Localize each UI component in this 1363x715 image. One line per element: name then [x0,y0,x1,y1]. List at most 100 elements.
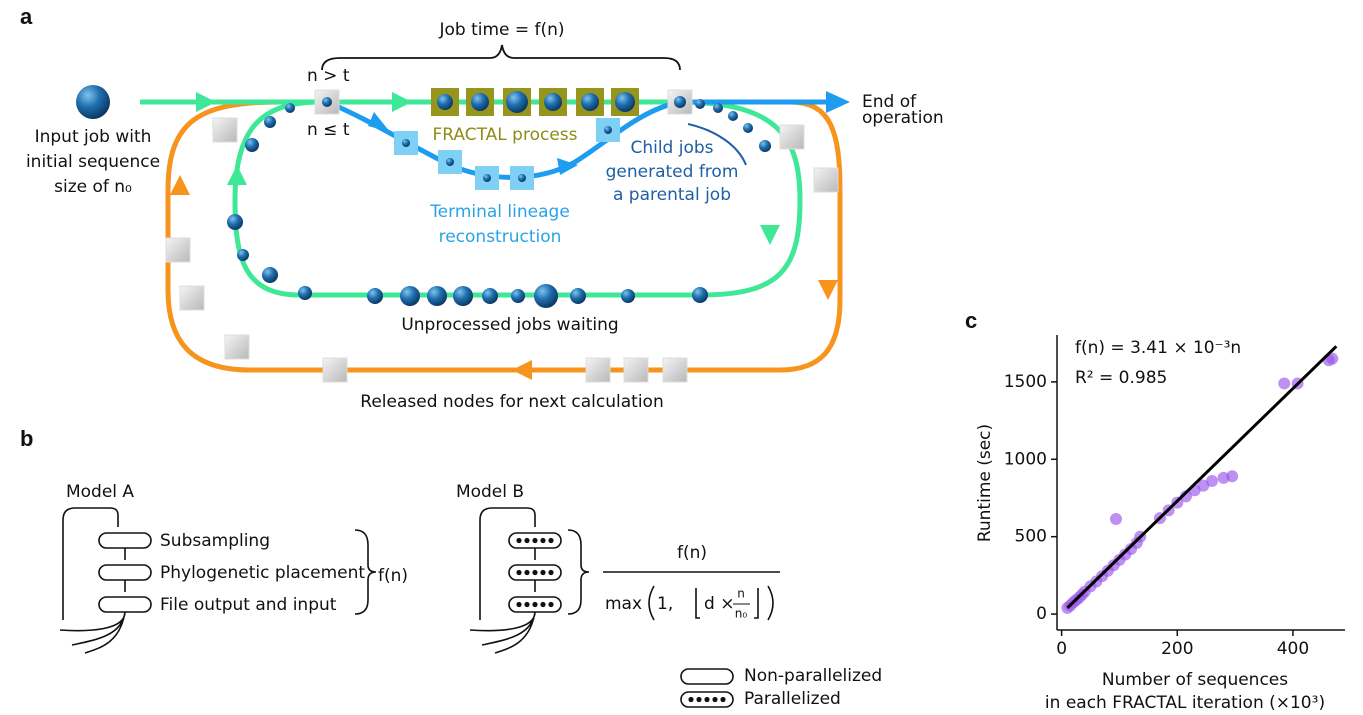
y-tick-label: 500 [1015,527,1047,547]
step-box [99,565,151,580]
job-sphere [76,85,110,119]
dot [548,538,553,543]
dot [548,602,553,607]
dot [524,602,529,607]
label: Input job with [35,127,152,147]
label: b [20,426,33,451]
label: n ≤ t [307,120,350,140]
label: Model A [66,482,134,502]
arrowhead [227,165,247,185]
x-tick-label: 200 [1161,639,1193,659]
label: Released nodes for next calculation [360,392,663,412]
x-axis-label: Number of sequences [1102,670,1288,690]
label: n [737,587,745,601]
job-sphere [604,126,612,134]
job-sphere [264,116,276,128]
arrowhead [760,225,780,245]
point [1206,475,1218,487]
job-sphere [534,284,558,308]
label: a [20,4,33,29]
dot [688,697,693,702]
job-sphere [483,174,491,182]
dot [532,602,537,607]
job-sphere [506,91,528,113]
label: operation [862,108,944,128]
dot [516,570,521,575]
step-box [99,597,151,612]
node-square [663,358,687,382]
job-sphere [227,214,243,230]
dot [524,570,529,575]
return-arrows [60,612,125,653]
figure: a Job time = f(n) n > t n ≤ t Input job with… [0,0,1363,715]
dot [712,697,717,702]
job-sphere [759,140,771,152]
label: File output and input [160,595,337,615]
job-sphere [237,249,249,261]
job-sphere [262,267,278,283]
dot [540,570,545,575]
node-square [814,168,838,192]
y-tick-label: 1500 [1004,372,1047,392]
label: f(n) [378,566,408,586]
step-box [99,533,151,548]
x-tick-label: 400 [1277,639,1309,659]
job-sphere [402,139,410,147]
label: Job time = f(n) [438,20,564,40]
node-square [780,125,804,149]
point [1110,513,1122,525]
job-sphere [511,289,525,303]
label: reconstruction [439,227,562,247]
dot [516,602,521,607]
label: c [965,308,977,333]
dot [720,697,725,702]
dot [696,697,701,702]
dot [704,697,709,702]
arrowhead [818,280,838,300]
job-sphere [446,158,454,166]
label: Terminal lineage [429,202,570,222]
dot [524,538,529,543]
step-box [681,669,733,684]
job-sphere [544,93,562,111]
job-sphere [621,289,635,303]
label: Parallelized [744,689,841,709]
dot [540,602,545,607]
job-sphere [471,93,489,111]
node-square [213,118,237,142]
dot [516,538,521,543]
job-sphere [713,103,723,113]
label: Child jobs [630,138,713,158]
x-axis-label: in each FRACTAL iteration (×10³) [1045,693,1325,713]
job-sphere [674,96,686,108]
node-square [166,238,190,262]
job-sphere [427,286,447,306]
y-tick-label: 1000 [1004,449,1047,469]
job-sphere [245,138,259,152]
job-sphere [743,123,753,133]
job-sphere [695,99,705,109]
job-sphere [570,288,586,304]
arrowhead [826,91,850,113]
job-sphere [437,94,453,110]
label: a parental job [613,185,731,205]
brace [568,530,589,614]
node-square [323,358,347,382]
label: n₀ [735,607,748,621]
job-sphere [322,97,332,107]
job-sphere [581,93,599,111]
job-sphere [400,286,420,306]
dot [532,538,537,543]
x-tick-label: 0 [1056,639,1067,659]
job-sphere [367,288,383,304]
dot [540,538,545,543]
node-square [586,358,610,382]
r-squared: R² = 0.985 [1075,368,1167,388]
label: n > t [307,66,350,86]
label: Non-parallelized [744,666,882,686]
arrowhead [368,112,390,132]
job-sphere [692,287,708,303]
job-sphere [285,103,295,113]
job-sphere [482,288,498,304]
job-sphere [298,286,312,300]
